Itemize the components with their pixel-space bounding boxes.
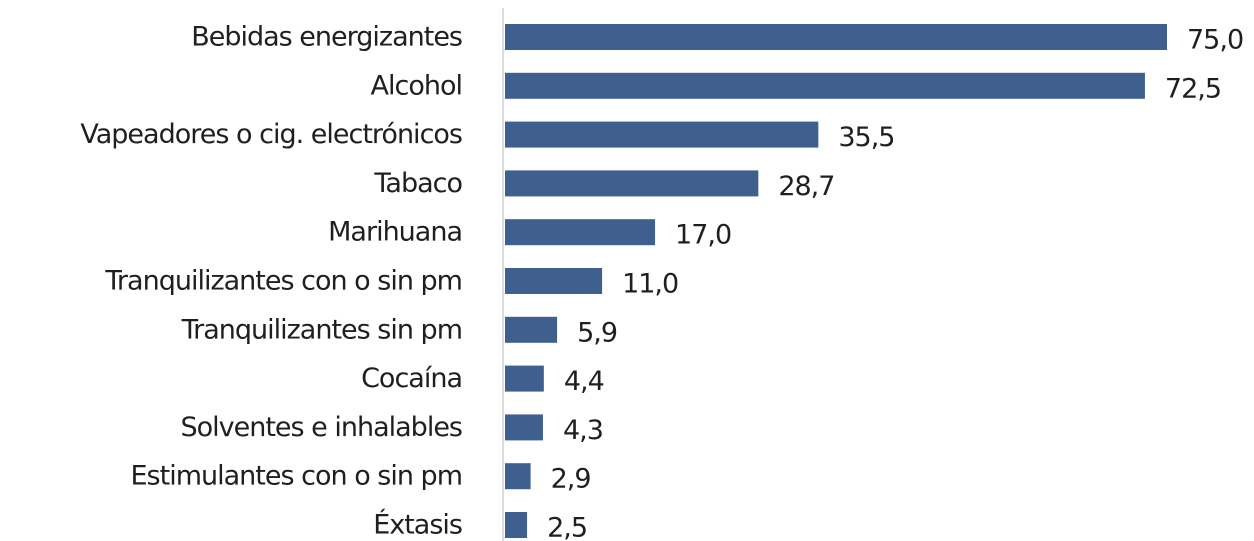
data-label: 4,4 xyxy=(564,366,604,397)
category-label: Tranquilizantes sin pm xyxy=(181,314,462,345)
value-labels: 75,0 72,5 35,528,7 17,0 11,05,9 4,4 4,3 2,9 2,5 xyxy=(547,25,1244,541)
category-label: Estimulantes con o sin pm xyxy=(131,461,463,492)
category-label: Solventes e inhalables xyxy=(180,412,462,443)
bars xyxy=(505,24,1167,538)
data-label: 4,3 xyxy=(563,415,603,446)
bar xyxy=(505,316,558,343)
category-label: Éxtasis xyxy=(373,509,462,541)
category-label: Vapeadores o cig. electrónicos xyxy=(80,119,462,150)
bar xyxy=(505,512,528,538)
category-label: Tranquilizantes con o sin pm xyxy=(104,266,462,297)
bar xyxy=(505,72,1145,99)
data-label: 75,0 xyxy=(1187,25,1243,56)
data-label: 5,9 xyxy=(577,317,617,348)
data-label: 11,0 xyxy=(622,269,678,300)
data-label: 2,9 xyxy=(551,464,591,495)
category-label: Alcohol xyxy=(371,70,462,101)
category-label: Bebidas energizantes xyxy=(191,22,462,53)
bar xyxy=(505,268,603,294)
data-label: 2,5 xyxy=(547,513,587,541)
category-label: Tabaco xyxy=(373,168,462,199)
category-label: Marihuana xyxy=(328,217,462,248)
data-label: 28,7 xyxy=(778,171,834,202)
data-label: 72,5 xyxy=(1165,73,1221,104)
bar xyxy=(505,121,819,148)
bar xyxy=(505,219,656,246)
category-label: Cocaína xyxy=(361,363,462,394)
data-label: 35,5 xyxy=(838,122,894,153)
data-label: 17,0 xyxy=(675,220,731,251)
bar xyxy=(505,365,544,392)
bar xyxy=(505,463,531,490)
category-labels: Bebidas energizantes Alcohol Vapeadores o … xyxy=(80,22,463,541)
bar xyxy=(505,24,1167,50)
bar xyxy=(505,170,759,197)
bar xyxy=(505,414,543,441)
